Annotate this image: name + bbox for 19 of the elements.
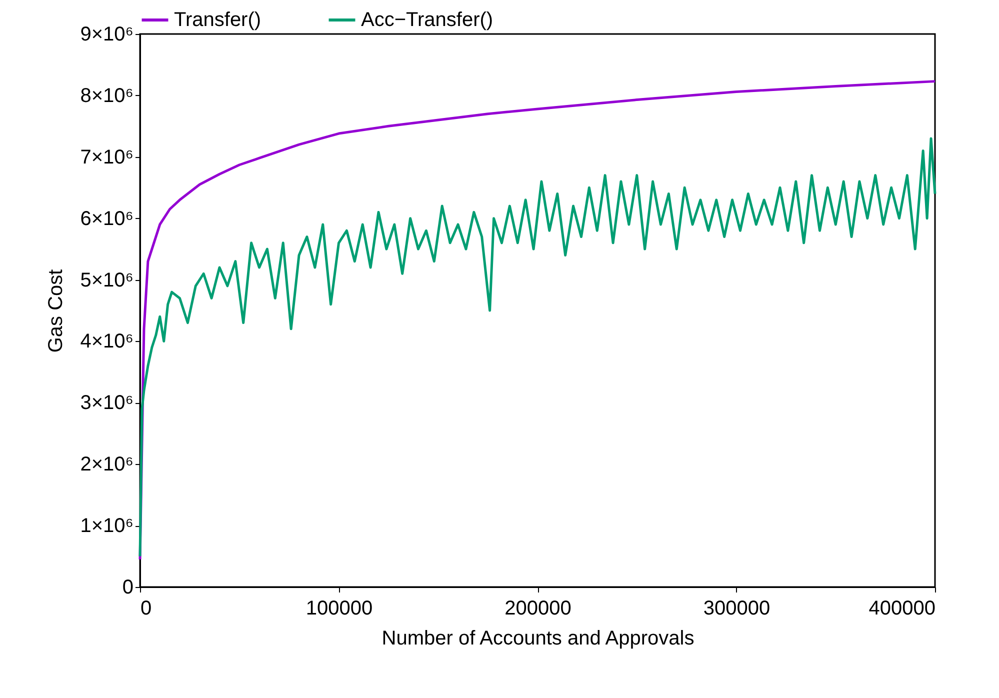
x-tick-label: 0 [140,598,152,620]
y-tick-label: 7×10⁶ [80,146,134,168]
x-tick-label: 100000 [306,598,373,620]
y-tick-label: 8×10⁶ [80,84,134,107]
y-tick-label: 9×10⁶ [80,24,134,46]
y-tick-label: 6×10⁶ [80,208,134,230]
x-tick-label: 300000 [703,598,770,620]
legend-label: Acc−Transfer() [361,9,494,31]
legend-label: Transfer() [174,9,262,31]
y-tick-label: 1×10⁶ [80,515,134,538]
y-tick-label: 4×10⁶ [80,330,134,353]
y-tick-label: 2×10⁶ [80,454,134,476]
x-tick-label: 200000 [504,598,572,620]
y-tick-label: 5×10⁶ [80,269,134,292]
y-tick-label: 0 [122,576,134,598]
x-axis-title: Number of Accounts and Approvals [382,628,694,650]
x-tick-label: 400000 [868,598,936,620]
y-tick-label: 3×10⁶ [80,392,134,414]
y-axis-title: Gas Cost [45,268,68,353]
